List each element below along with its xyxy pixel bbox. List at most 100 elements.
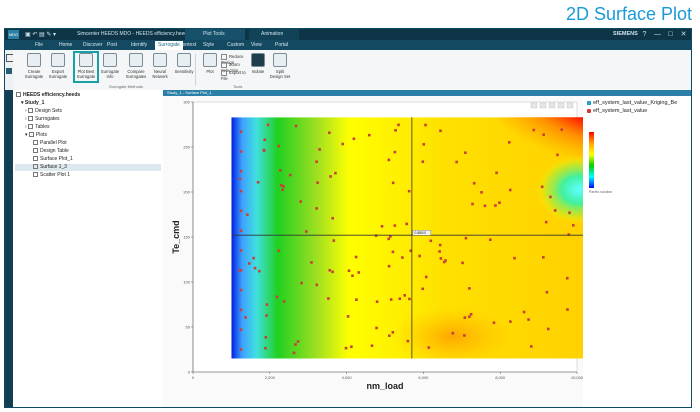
- design-point: [315, 283, 319, 287]
- design-point: [542, 133, 545, 136]
- plot-best-surrogate-button[interactable]: Plot Best Surrogate: [73, 51, 99, 83]
- crosshair-label: 0.880/0: [414, 231, 426, 235]
- points-swatch: [587, 108, 591, 113]
- help-icon[interactable]: ?: [642, 31, 647, 38]
- design-point: [244, 316, 247, 319]
- surface-chart[interactable]: 0.880/0 0 2,000 4,000 6,000 8,000 10,000 0 50 10…: [163, 96, 583, 408]
- design-point: [275, 295, 279, 299]
- app-logo: MDO: [8, 30, 19, 39]
- plot-button[interactable]: Plot: [199, 53, 221, 83]
- quick-access-toolbar[interactable]: ▣ ↶ ▤ ✎ ▾: [25, 32, 57, 38]
- zoom-button[interactable]: Zoom Selection: [221, 62, 253, 73]
- sensitivity-icon: [177, 53, 191, 67]
- menu-portal[interactable]: Portal: [275, 42, 289, 48]
- design-point: [398, 297, 402, 301]
- design-point: [439, 129, 442, 133]
- plot-tab-header[interactable]: Study_1 - Surface Plot_1: [163, 90, 691, 96]
- design-points: [238, 123, 575, 355]
- legend-panel: eff_system_last_value_Kriging_Be eff_sys…: [583, 96, 691, 407]
- design-point: [239, 308, 243, 312]
- menu-context[interactable]: Context: [179, 42, 197, 48]
- design-point: [451, 331, 455, 335]
- tree-item-design-sets[interactable]: › Design Sets: [25, 108, 63, 114]
- compare-button[interactable]: Compare Surrogates: [125, 53, 147, 83]
- design-point: [315, 160, 318, 164]
- design-point: [279, 169, 282, 172]
- export-file-button[interactable]: Export to File: [221, 70, 253, 81]
- tree-item-plots[interactable]: ▾ Plots: [25, 132, 48, 138]
- plot-toolbar-icon[interactable]: [539, 102, 547, 109]
- x-tick-label: 10,000: [571, 375, 583, 380]
- close-icon[interactable]: ✕: [680, 31, 687, 38]
- design-point: [352, 137, 356, 141]
- tree-item-scatter-plot[interactable]: Scatter Plot 1: [33, 172, 70, 179]
- tree-item-surface-selected[interactable]: Surface 1_3: [15, 164, 161, 171]
- maximize-icon[interactable]: □: [668, 31, 673, 38]
- menu-style[interactable]: Style: [203, 42, 215, 48]
- reduce-button[interactable]: Reduce Design: [221, 54, 253, 65]
- menu-view[interactable]: View: [251, 42, 262, 48]
- x-tick-label: 2,000: [265, 375, 276, 380]
- design-point: [239, 348, 243, 351]
- neural-network-button[interactable]: Neural Network: [149, 53, 171, 83]
- ribbon-button-label: Isolate: [251, 69, 265, 74]
- menu-surrogate[interactable]: Surrogate: [155, 41, 183, 50]
- create-surrogate-button[interactable]: Create Surrogate: [23, 53, 45, 83]
- tree-item-surface-plot[interactable]: Surface Plot_1: [33, 156, 73, 163]
- design-point: [328, 131, 331, 135]
- menu-custom[interactable]: Custom: [227, 42, 245, 48]
- design-point: [545, 290, 549, 294]
- design-point: [444, 259, 447, 262]
- tree-item-tables[interactable]: › Tables: [25, 124, 50, 130]
- sensitivity-button[interactable]: Sensitivity: [173, 53, 195, 83]
- info-button[interactable]: Surrogate Info: [99, 53, 121, 83]
- design-point: [549, 195, 552, 199]
- plot-icon: [33, 140, 38, 146]
- tree-item-parallel-plot[interactable]: Parallel Plot: [33, 140, 67, 147]
- design-point: [560, 128, 564, 131]
- design-point: [239, 209, 243, 213]
- compare-icon: [129, 53, 143, 67]
- design-point: [334, 171, 337, 175]
- design-point: [513, 256, 516, 260]
- export-button[interactable]: Export Surrogate: [47, 53, 69, 83]
- tree-root[interactable]: HEEDS efficiency.heeds: [16, 92, 80, 99]
- design-point: [296, 340, 300, 343]
- context-tab-plot-tools[interactable]: Plot Tools: [185, 29, 245, 40]
- menu-post[interactable]: Post: [107, 42, 118, 48]
- context-tab-animation[interactable]: Animation: [249, 29, 299, 40]
- isolate-button[interactable]: Isolate: [247, 53, 269, 83]
- siemens-brand: SIEMENS: [613, 31, 638, 37]
- tree-item-surrogates[interactable]: › Surrogates: [25, 116, 60, 122]
- tree-item-design-table[interactable]: Design Table: [33, 148, 69, 155]
- tree-study[interactable]: ▾ Study_1: [21, 100, 45, 106]
- folder-icon: [28, 108, 34, 114]
- legend-entry-surface[interactable]: eff_system_last_value_Kriging_Be: [587, 100, 677, 106]
- design-point: [389, 235, 392, 238]
- legend-entry-points[interactable]: eff_system_last_value: [587, 108, 647, 114]
- design-point: [239, 288, 243, 292]
- plot-toolbar-icon[interactable]: [566, 102, 574, 109]
- menu-home[interactable]: Home: [59, 42, 73, 48]
- design-point: [553, 209, 557, 212]
- design-point: [299, 200, 303, 203]
- info-icon: [103, 53, 117, 67]
- design-point: [568, 211, 571, 215]
- plot-toolbar-icon[interactable]: [557, 102, 565, 109]
- menu-file[interactable]: File: [35, 42, 44, 48]
- views-icon[interactable]: [6, 68, 12, 74]
- design-point: [394, 128, 397, 132]
- ribbon-button-label: Surrogate Info: [100, 69, 120, 79]
- design-point: [388, 334, 391, 338]
- menu-identify[interactable]: Identify: [131, 42, 148, 48]
- y-tick-label: 150: [183, 234, 190, 239]
- menu-discover[interactable]: Discover: [83, 42, 103, 48]
- minimize-icon[interactable]: —: [654, 31, 661, 38]
- y-tick-label: 300: [183, 99, 190, 104]
- plot-toolbar-icon[interactable]: [548, 102, 556, 109]
- plot-toolbar-icon[interactable]: [530, 102, 538, 109]
- slide-caption: 2D Surface Plot: [0, 0, 700, 28]
- design-point: [480, 191, 483, 194]
- design-point: [329, 175, 332, 178]
- split-button[interactable]: Split Design Set: [269, 53, 291, 83]
